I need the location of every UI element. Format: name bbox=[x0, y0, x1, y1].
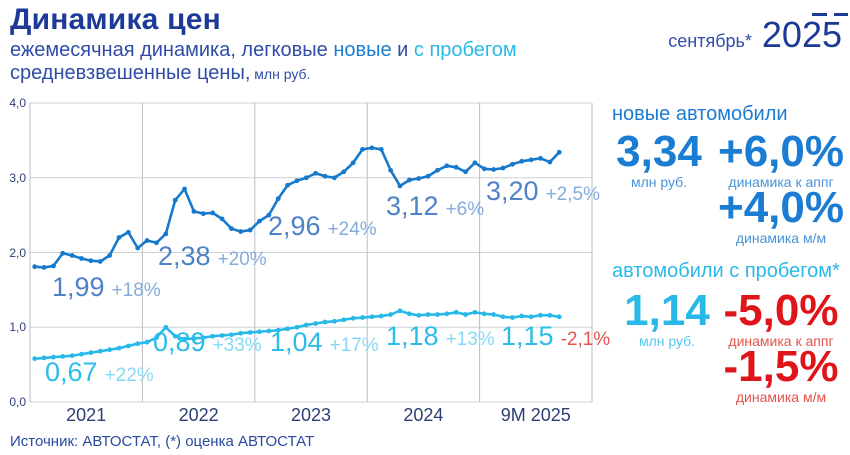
x-tick-label: 9М 2025 bbox=[500, 405, 571, 425]
page-title: Динамика цен bbox=[10, 3, 221, 36]
panel-new-heading: новые автомобили bbox=[612, 103, 788, 125]
panel-used-heading: автомобили с пробегом* bbox=[612, 260, 840, 282]
new-yoy-stat: +6,0% динамика к аппг bbox=[718, 127, 844, 191]
annotation-value: 1,04 bbox=[270, 327, 323, 357]
subtitle-new-highlight: новые bbox=[333, 39, 392, 61]
annotation-pct: +2,5% bbox=[545, 184, 600, 205]
annotation-used-2023: 1,04 +17% bbox=[270, 327, 379, 358]
y-tick-label: 1,0 bbox=[9, 320, 26, 335]
annotation-value: 0,89 bbox=[153, 327, 206, 357]
new-mom-stat: +4,0% динамика м/м bbox=[718, 183, 844, 247]
used-price-value: 1,14 bbox=[624, 286, 710, 335]
used-yoy-value: -5,0% bbox=[723, 286, 839, 335]
annotation-used-2024: 1,18 +13% bbox=[386, 321, 495, 352]
y-tick-label: 4,0 bbox=[9, 96, 26, 110]
annotation-pct: +13% bbox=[445, 329, 495, 350]
y-tick-label: 2,0 bbox=[9, 245, 26, 260]
used-yoy-stat: -5,0% динамика к аппг bbox=[718, 286, 844, 350]
annotation-value: 1,99 bbox=[52, 272, 105, 302]
annotation-pct-negative: -2,1% bbox=[560, 329, 611, 350]
annotation-value: 3,12 bbox=[386, 191, 439, 221]
y-tick-label: 3,0 bbox=[9, 170, 26, 185]
annotation-value: 1,15 bbox=[501, 321, 554, 351]
x-tick-label: 2021 bbox=[66, 405, 107, 425]
new-yoy-value: +6,0% bbox=[718, 127, 844, 176]
annotation-new-2022: 2,38 +20% bbox=[158, 241, 267, 272]
subtitle-line2: средневзвешенные цены, bbox=[10, 62, 251, 84]
period-month: сентябрь* bbox=[668, 31, 752, 51]
new-mom-value: +4,0% bbox=[718, 183, 844, 232]
logo-fragment bbox=[812, 13, 827, 16]
y-tick-label: 0,0 bbox=[9, 395, 26, 409]
x-tick-label: 2023 bbox=[290, 405, 332, 425]
x-tick-label: 2022 bbox=[178, 405, 219, 425]
used-mom-value: -1,5% bbox=[723, 342, 839, 391]
annotation-pct: +24% bbox=[327, 219, 377, 240]
subtitle-units: млн руб. bbox=[250, 66, 311, 82]
panel-used-cars: автомобили с пробегом* bbox=[612, 260, 844, 283]
logo-fragment bbox=[834, 13, 848, 16]
new-mom-label: динамика м/м bbox=[735, 230, 827, 246]
annotation-value: 2,38 bbox=[158, 241, 211, 271]
annotation-value: 1,18 bbox=[386, 321, 439, 351]
annotation-new-2021: 1,99 +18% bbox=[52, 272, 161, 303]
annotation-value: 0,67 bbox=[45, 357, 98, 387]
annotation-pct: +18% bbox=[111, 280, 161, 301]
used-price-unit: млн руб. bbox=[638, 333, 696, 349]
new-price-value: 3,34 bbox=[616, 127, 702, 176]
page-subtitle: ежемесячная динамика, легковые новые и с… bbox=[10, 39, 517, 86]
annotation-new-2023: 2,96 +24% bbox=[268, 211, 377, 242]
new-price-unit: млн руб. bbox=[630, 174, 688, 190]
annotation-pct: +20% bbox=[217, 249, 267, 270]
annotation-value: 2,96 bbox=[268, 211, 321, 241]
annotation-pct: +6% bbox=[445, 199, 485, 220]
used-mom-stat: -1,5% динамика м/м bbox=[718, 342, 844, 406]
subtitle-used-highlight: с пробегом bbox=[413, 39, 517, 61]
new-yoy-label: динамика к аппг bbox=[728, 174, 834, 190]
subtitle-prefix: ежемесячная динамика, легковые bbox=[10, 39, 334, 61]
used-yoy-label: динамика к аппг bbox=[728, 333, 834, 349]
annotation-value: 3,20 bbox=[486, 176, 539, 206]
source-note: Источник: АВТОСТАТ, (*) оценка АВТОСТАТ bbox=[10, 433, 315, 450]
used-price-stat: 1,14 млн руб. bbox=[622, 286, 712, 350]
panel-new-cars: новые автомобили bbox=[612, 103, 844, 126]
subtitle-and: и bbox=[391, 39, 414, 61]
annotation-used-2021: 0,67 +22% bbox=[45, 357, 154, 388]
annotation-new-2024: 3,12 +6% bbox=[386, 191, 484, 222]
annotation-pct: +22% bbox=[104, 365, 154, 386]
period-year: 2025 bbox=[761, 14, 842, 55]
annotation-new-2025: 3,20 +2,5% bbox=[486, 176, 600, 207]
report-period: сентябрь* 2025 bbox=[668, 14, 842, 56]
used-mom-label: динамика м/м bbox=[735, 389, 827, 405]
annotation-pct: +33% bbox=[212, 335, 262, 356]
annotation-used-2022: 0,89 +33% bbox=[153, 327, 262, 358]
annotation-pct: +17% bbox=[329, 335, 379, 356]
new-price-stat: 3,34 млн руб. bbox=[614, 127, 704, 191]
x-tick-label: 2024 bbox=[403, 405, 444, 425]
annotation-used-2025: 1,15 -2,1% bbox=[501, 321, 610, 352]
